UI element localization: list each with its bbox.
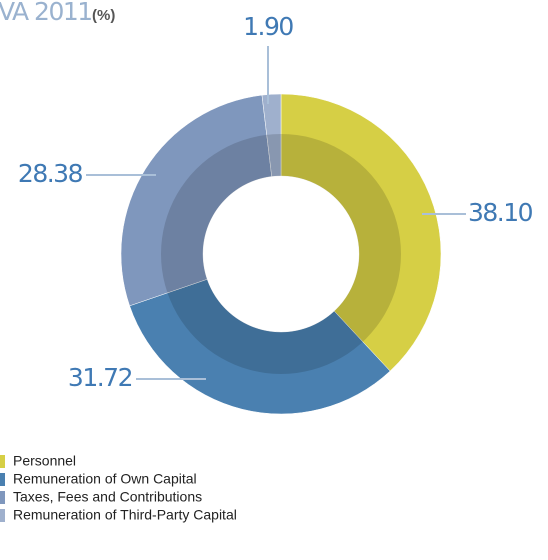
value-label: 31.72 bbox=[68, 363, 132, 392]
legend-label: Remuneration of Third-Party Capital bbox=[13, 507, 237, 523]
chart-subtitle: (%) bbox=[92, 7, 115, 24]
value-label: 1.90 bbox=[243, 12, 293, 41]
inner-shade bbox=[160, 134, 401, 374]
legend-swatch bbox=[0, 473, 5, 486]
donut-slice bbox=[129, 278, 391, 415]
legend-label: Personnel bbox=[13, 453, 76, 469]
donut-slice bbox=[120, 94, 272, 307]
legend-label: Taxes, Fees and Contributions bbox=[13, 489, 202, 505]
value-label: 38.10 bbox=[468, 198, 533, 227]
legend-swatch bbox=[0, 509, 5, 522]
value-label: 28.38 bbox=[18, 159, 83, 188]
legend-swatch bbox=[0, 455, 5, 468]
donut-slice bbox=[280, 93, 442, 372]
legend-label: Remuneration of Own Capital bbox=[13, 471, 197, 487]
legend-swatch bbox=[0, 491, 5, 504]
chart-title: VA 2011 bbox=[0, 0, 92, 26]
